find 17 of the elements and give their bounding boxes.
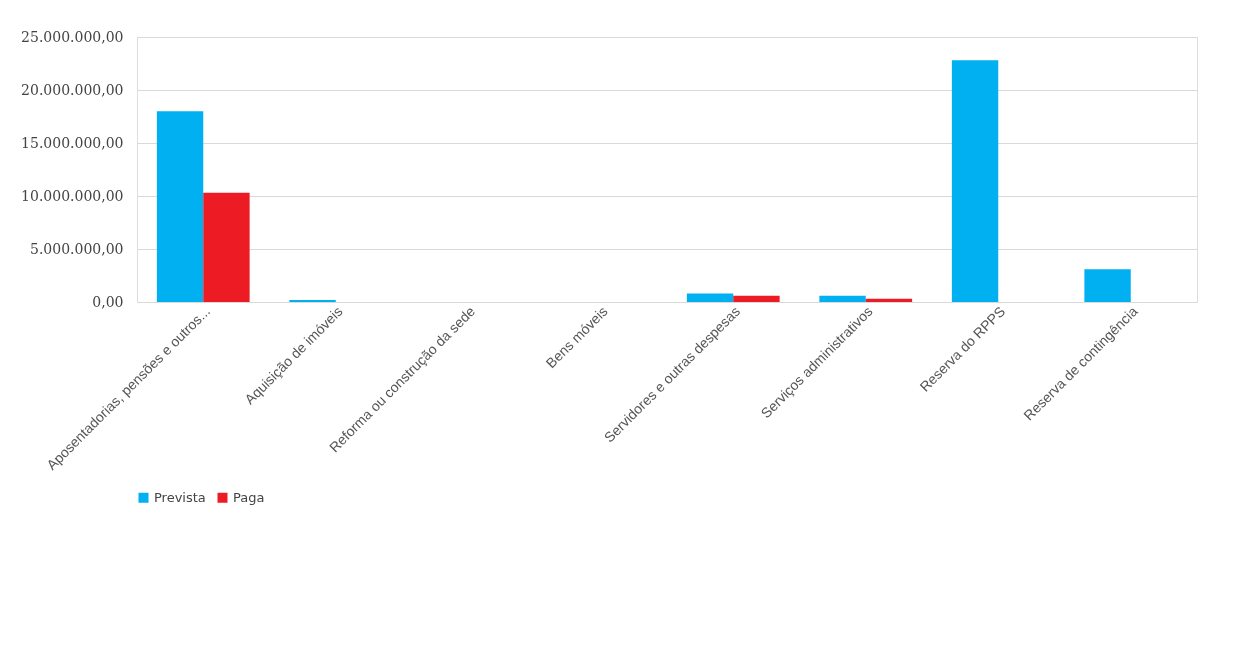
y-tick-label: 25.000.000,00 <box>21 28 124 45</box>
y-tick-label: 15.000.000,00 <box>21 134 124 151</box>
bar <box>951 60 999 302</box>
bar <box>156 111 204 302</box>
legend-label: Prevista <box>154 489 206 505</box>
bar <box>203 192 250 302</box>
y-tick-label: 20.000.000,00 <box>21 81 124 98</box>
bar <box>686 293 734 302</box>
bar <box>733 295 780 302</box>
legend-label: Paga <box>233 489 265 505</box>
bar <box>1084 269 1131 302</box>
y-tick-label: 0,00 <box>92 293 124 310</box>
bar <box>819 295 866 302</box>
bar <box>865 298 913 302</box>
y-tick-label: 5.000.000,00 <box>29 240 124 257</box>
bar <box>289 299 336 302</box>
y-tick-label: 10.000.000,00 <box>21 187 124 204</box>
